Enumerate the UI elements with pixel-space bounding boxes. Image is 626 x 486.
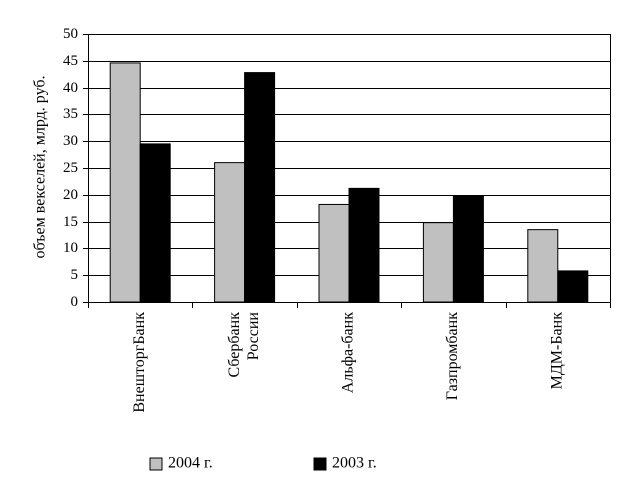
y-tick-label: 20 [63,187,78,203]
y-tick-label: 35 [63,106,78,122]
bar-series-2 [557,270,589,303]
legend-label: 2003 г. [332,455,377,472]
y-tick-label: 15 [63,214,78,230]
y-axis-title: объем векселей, млрд. руб. [32,76,49,259]
category-label: Газпромбанк [444,312,461,400]
y-tick-label: 30 [63,133,78,149]
y-tick-labels: 0 5 10 15 20 25 30 35 40 45 50 [63,26,78,310]
y-tick-label: 45 [63,53,78,69]
legend-swatch [149,457,163,471]
category-labels: ВнешторгБанк Сбербанк России Альфа-банк Газп… [131,312,566,413]
y-tick-label: 50 [63,26,78,42]
category-label-line: Газпромбанк [444,312,461,400]
y-tick-label: 40 [63,80,78,96]
legend-swatch [313,457,327,471]
category-label-line: МДМ-Банк [548,312,565,390]
bars [109,62,589,303]
category-label: Альфа-банк [340,312,357,393]
legend-label: 2004 г. [168,455,213,472]
plot-area-border [88,34,611,303]
y-tick-label: 0 [71,294,79,310]
bar-series-1 [527,229,559,303]
y-tick-label: 10 [63,240,78,256]
bar-series-1 [318,203,350,303]
axes [83,34,611,308]
y-tick-label: 5 [71,267,79,283]
y-tick-label: 25 [63,160,78,176]
category-label: ВнешторгБанк [131,312,148,413]
bar-series-2 [139,143,171,303]
legend-item: 2004 г. [149,455,213,472]
bar-series-2 [348,187,380,303]
category-label: МДМ-Банк [548,312,565,390]
category-label-line: ВнешторгБанк [131,312,148,413]
category-label: Сбербанк России [226,312,262,378]
category-label-line: России [245,312,262,361]
bar-series-1 [422,222,454,303]
bar-series-1 [214,162,246,303]
bar-series-1 [109,62,141,303]
legend-item: 2003 г. [313,455,377,472]
category-label-line: Сбербанк [226,312,243,378]
legend: 2004 г. 2003 г. [149,455,377,472]
category-label-line: Альфа-банк [340,312,357,393]
bar-series-2 [244,72,276,303]
bar-series-2 [452,195,484,303]
